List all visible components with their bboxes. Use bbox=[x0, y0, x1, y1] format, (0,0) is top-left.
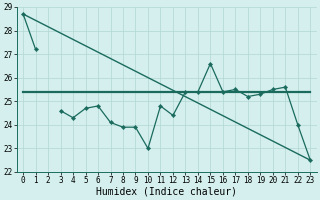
X-axis label: Humidex (Indice chaleur): Humidex (Indice chaleur) bbox=[96, 187, 237, 197]
